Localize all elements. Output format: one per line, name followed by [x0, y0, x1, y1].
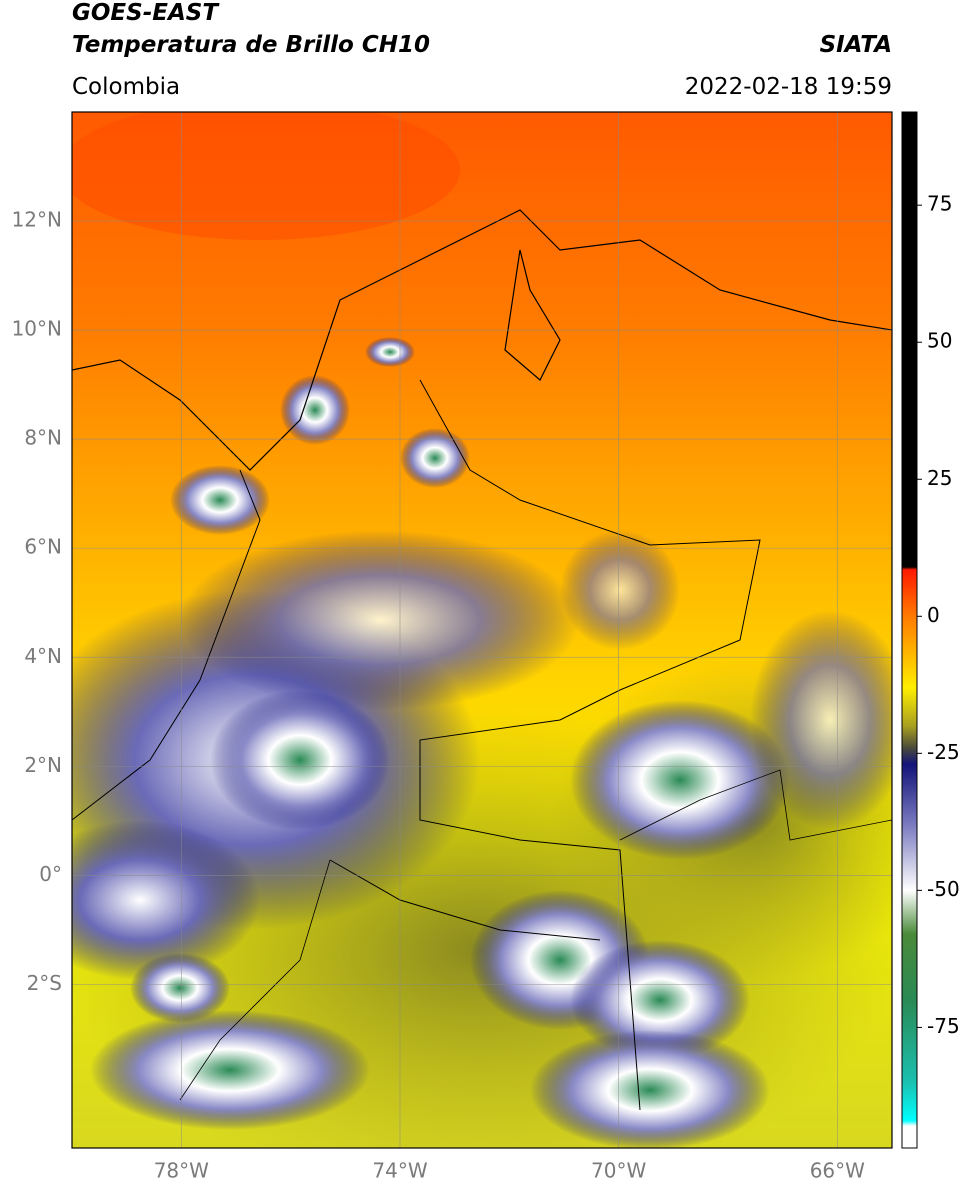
cloud	[560, 530, 680, 650]
x-tick-label: 74°W	[372, 1159, 427, 1183]
coastline	[72, 209, 892, 471]
y-tick-label: 2°N	[24, 753, 62, 777]
cloud	[90, 1010, 370, 1130]
colorbar-tick-label: 0	[927, 603, 940, 627]
cloud	[210, 690, 390, 830]
cloud	[750, 610, 892, 830]
colorbar-tick-label: 75	[927, 192, 952, 216]
subtitle: Temperatura de Brillo CH10	[72, 32, 430, 58]
cloud	[530, 1030, 770, 1148]
cloud	[365, 337, 415, 367]
border	[179, 769, 892, 1101]
map-frame	[71, 111, 893, 1149]
y-tick-label: 10°N	[12, 317, 62, 341]
cloud	[72, 820, 260, 980]
warm-area	[72, 112, 460, 240]
timestamp: 2022-02-18 19:59	[685, 74, 892, 100]
title: GOES-EAST	[72, 0, 220, 26]
y-tick-label: 0°	[39, 862, 62, 886]
x-tick-label: 66°W	[810, 1159, 865, 1183]
y-tick-label: 4°N	[24, 644, 62, 668]
colorbar-tick-label: 50	[927, 329, 952, 353]
colorbar	[901, 111, 918, 1149]
colorbar-tick-label: -25	[927, 740, 960, 764]
cloud	[400, 428, 470, 488]
lake-outline	[504, 249, 561, 381]
cloud	[570, 940, 750, 1060]
cloud	[280, 375, 350, 445]
cloud	[570, 700, 790, 860]
y-tick-label: 8°N	[24, 426, 62, 450]
y-tick-label: 2°S	[27, 971, 62, 995]
colorbar-tick-label: -50	[927, 877, 960, 901]
cloud	[180, 530, 580, 710]
grid	[72, 112, 892, 1148]
cloud	[170, 465, 270, 535]
y-tick-label: 6°N	[24, 535, 62, 559]
colorbar-tick-label: 25	[927, 466, 952, 490]
border	[72, 379, 761, 1111]
source: SIATA	[820, 32, 892, 58]
imagery	[72, 112, 892, 1148]
region: Colombia	[72, 74, 180, 100]
x-tick-label: 78°W	[154, 1159, 209, 1183]
y-tick-label: 12°N	[12, 208, 62, 232]
x-tick-label: 70°W	[591, 1159, 646, 1183]
colorbar-tick-label: -75	[927, 1014, 960, 1038]
cloud	[130, 953, 230, 1023]
